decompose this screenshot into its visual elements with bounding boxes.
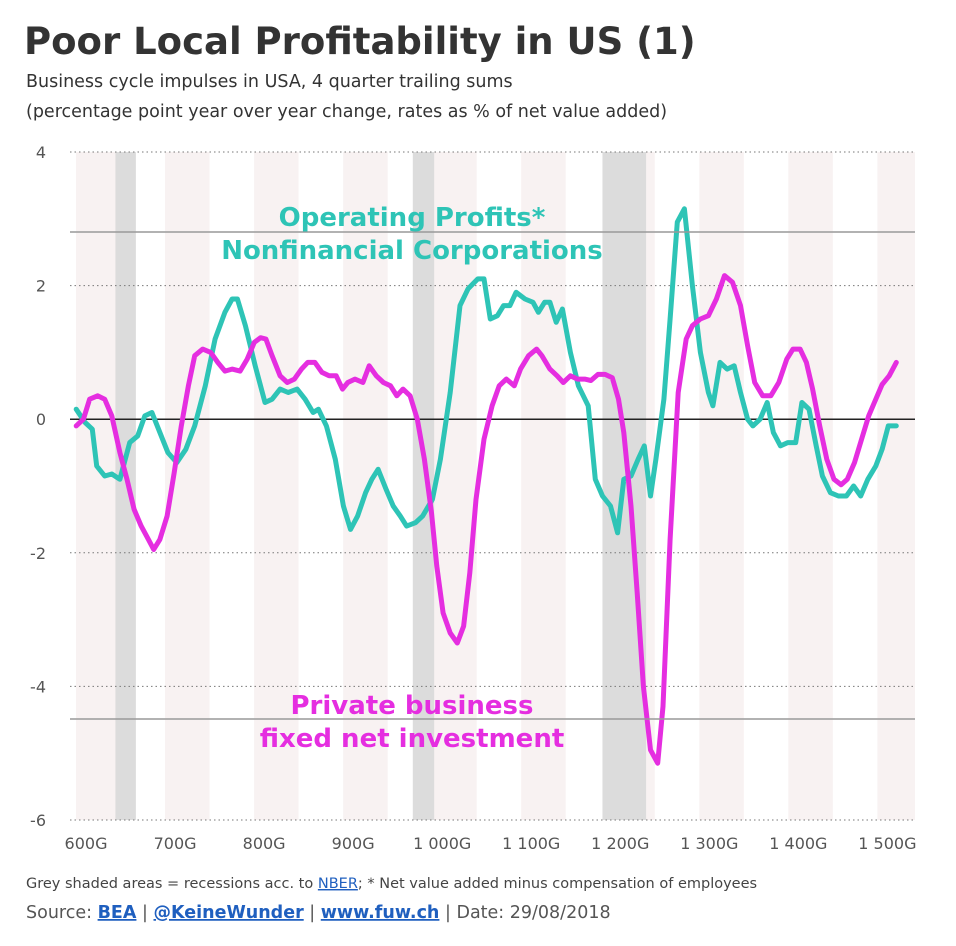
y-tick-label: -2 xyxy=(30,544,46,563)
chart-title: Poor Local Profitability in US (1) xyxy=(24,20,696,63)
series-line xyxy=(73,273,899,766)
source-link[interactable]: BEA xyxy=(98,903,137,923)
stripe xyxy=(699,152,744,820)
x-tick-label: 1 000G xyxy=(413,834,471,853)
series-line xyxy=(73,206,899,536)
y-tick-label: 2 xyxy=(36,277,46,296)
footnote-text: Grey shaded areas = recessions acc. to xyxy=(26,876,318,892)
x-tick-label: 1 400G xyxy=(769,834,827,853)
date: Date: 29/08/2018 xyxy=(456,903,610,923)
y-tick-label: -4 xyxy=(30,677,46,696)
annotation: Private business xyxy=(290,691,533,721)
source-link[interactable]: @KeineWunder xyxy=(154,903,305,923)
y-tick-label: 0 xyxy=(36,410,46,429)
x-tick-label: 1 200G xyxy=(591,834,649,853)
x-tick-label: 1 100G xyxy=(502,834,560,853)
source-label: Source: xyxy=(26,903,92,923)
stripe xyxy=(521,152,566,820)
recession-band xyxy=(115,152,136,820)
footnote-link[interactable]: NBER xyxy=(318,876,358,892)
plot: -6 -4 -2 0 2 4 600G 700G 800G 900G 1 000G 1 100G 1 2… xyxy=(30,143,916,853)
stripe xyxy=(432,152,477,820)
separator: | xyxy=(142,903,148,923)
stripe xyxy=(343,152,388,820)
separator: | xyxy=(445,903,451,923)
annotation: fixed net investment xyxy=(260,724,565,754)
stripe xyxy=(254,152,299,820)
x-tick-label: 800G xyxy=(243,834,286,853)
x-tick-label: 900G xyxy=(332,834,375,853)
source: Source: BEA | @KeineWunder | www.fuw.ch … xyxy=(26,903,611,923)
x-tick-label: 600G xyxy=(65,834,108,853)
separator: | xyxy=(309,903,315,923)
y-tick-label: 4 xyxy=(36,143,46,162)
annotation: Operating Profits* xyxy=(279,203,546,233)
stripe xyxy=(877,152,915,820)
subtitle: (percentage point year over year change,… xyxy=(26,102,667,122)
x-tick-label: 1 500G xyxy=(858,834,916,853)
footnote: Grey shaded areas = recessions acc. to N… xyxy=(26,876,757,892)
annotations: Operating Profits*Nonfinancial Corporati… xyxy=(221,203,603,754)
stripe xyxy=(76,152,121,820)
x-tick-label: 1 300G xyxy=(680,834,738,853)
recession-band xyxy=(412,152,435,820)
annotation: Nonfinancial Corporations xyxy=(221,236,603,266)
y-tick-label: -6 xyxy=(30,811,46,830)
footnote-text: ; * Net value added minus compensation o… xyxy=(358,876,757,892)
background xyxy=(76,152,915,820)
x-tick-label: 700G xyxy=(154,834,197,853)
source-link[interactable]: www.fuw.ch xyxy=(321,903,440,923)
subtitle: Business cycle impulses in USA, 4 quarte… xyxy=(26,72,513,92)
